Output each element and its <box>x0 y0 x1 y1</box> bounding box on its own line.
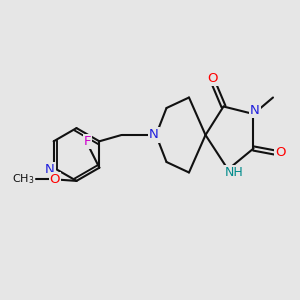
Text: O: O <box>208 71 218 85</box>
Text: O: O <box>275 146 286 160</box>
Text: CH$_3$: CH$_3$ <box>12 172 35 186</box>
Text: N: N <box>45 163 55 176</box>
Text: NH: NH <box>225 166 244 179</box>
Text: N: N <box>250 104 260 117</box>
Text: N: N <box>149 128 158 142</box>
Text: O: O <box>50 173 60 186</box>
Text: F: F <box>84 135 91 148</box>
